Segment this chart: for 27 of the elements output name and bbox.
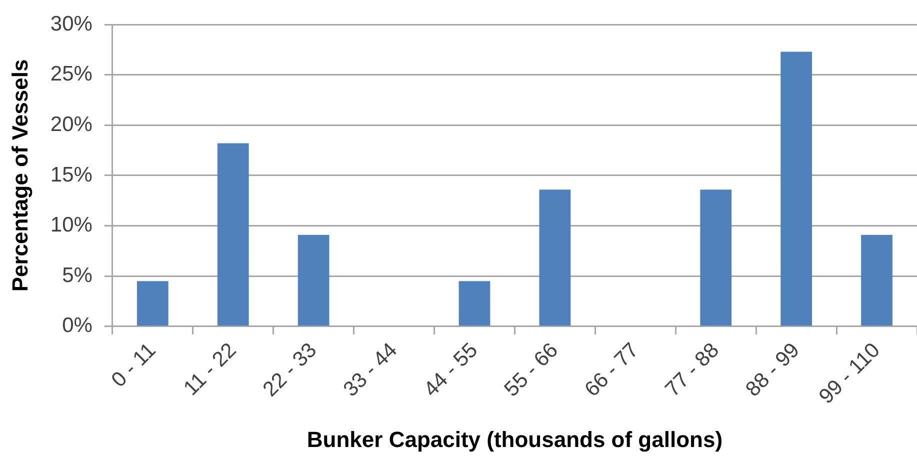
x-tick-label: 0 - 11	[107, 338, 160, 392]
x-axis-title: Bunker Capacity (thousands of gallons)	[306, 426, 723, 452]
bar	[217, 143, 249, 326]
bar	[780, 52, 812, 326]
y-tick-label: 0%	[62, 314, 92, 338]
x-tick-label: 77 - 88	[660, 338, 724, 402]
y-tick-label: 25%	[50, 62, 92, 86]
x-tick-label: 55 - 66	[500, 338, 563, 402]
y-tick-label: 30%	[50, 12, 92, 36]
bar	[136, 281, 168, 326]
bar	[700, 190, 732, 326]
x-tick-label: 11 - 22	[179, 338, 241, 400]
bar	[458, 281, 490, 326]
bar	[861, 234, 892, 326]
x-tick-label: 22 - 33	[258, 338, 322, 402]
x-tick-label: 33 - 44	[339, 338, 402, 402]
x-tick-label: 88 - 99	[741, 338, 804, 402]
bar	[539, 190, 571, 326]
y-tick-label: 15%	[50, 163, 92, 186]
y-tick-label: 20%	[50, 112, 92, 136]
y-tick-label: 10%	[50, 214, 92, 237]
x-tick-label: 44 - 55	[420, 338, 482, 402]
x-tick-label: 99 - 110	[814, 338, 884, 408]
bar	[298, 234, 330, 326]
y-tick-label: 5%	[62, 264, 92, 287]
y-axis-title: Percentage of Vessels	[7, 59, 32, 292]
x-tick-label: 66 - 77	[580, 338, 644, 402]
